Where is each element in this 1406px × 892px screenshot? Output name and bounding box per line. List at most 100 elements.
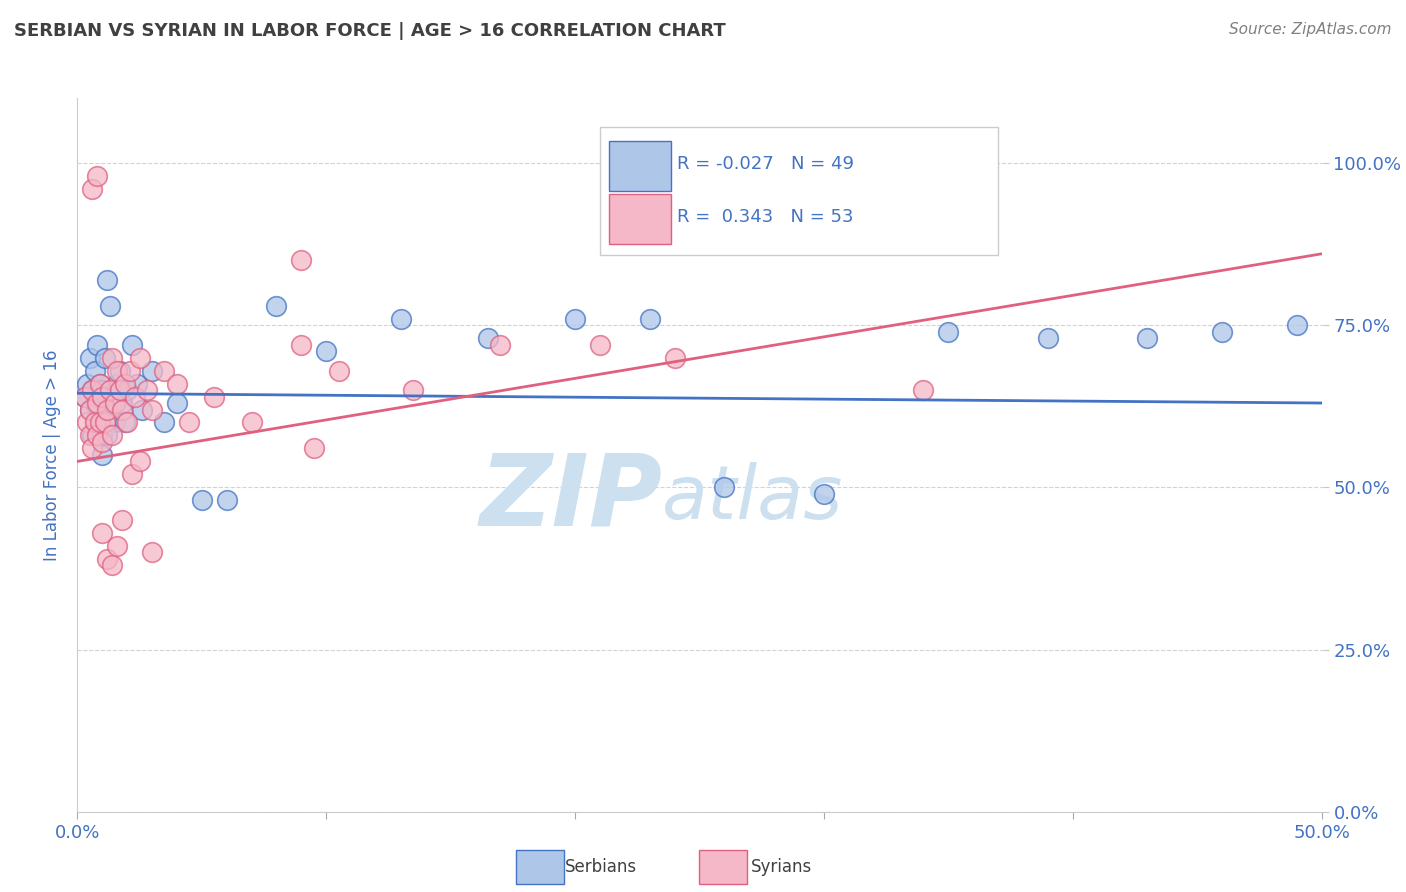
Text: SERBIAN VS SYRIAN IN LABOR FORCE | AGE > 16 CORRELATION CHART: SERBIAN VS SYRIAN IN LABOR FORCE | AGE >… xyxy=(14,22,725,40)
Point xyxy=(82,428,104,442)
FancyBboxPatch shape xyxy=(609,194,671,244)
Point xyxy=(141,545,163,559)
Point xyxy=(141,363,163,377)
Text: ZIP: ZIP xyxy=(479,450,662,546)
Point xyxy=(89,376,111,391)
Point xyxy=(111,402,134,417)
Point xyxy=(79,402,101,417)
Point xyxy=(1036,331,1059,345)
Point xyxy=(101,351,124,365)
Point xyxy=(76,416,98,430)
Point xyxy=(131,402,153,417)
Point xyxy=(489,337,512,351)
Point xyxy=(202,390,225,404)
Point xyxy=(93,351,115,365)
Point xyxy=(564,311,586,326)
Point xyxy=(101,396,124,410)
Point xyxy=(73,390,96,404)
Point xyxy=(96,551,118,566)
Point xyxy=(79,402,101,417)
Point xyxy=(153,416,176,430)
Point xyxy=(215,493,238,508)
Point xyxy=(108,363,131,377)
Point xyxy=(96,428,118,442)
Point xyxy=(240,416,263,430)
Point xyxy=(115,383,138,397)
Point xyxy=(1285,318,1308,333)
Point xyxy=(105,539,128,553)
Point xyxy=(91,390,114,404)
Point xyxy=(105,376,128,391)
Point xyxy=(290,253,312,268)
Point xyxy=(89,376,111,391)
Point xyxy=(121,467,143,482)
Point xyxy=(179,416,201,430)
Y-axis label: In Labor Force | Age > 16: In Labor Force | Age > 16 xyxy=(44,349,62,561)
Point xyxy=(101,428,124,442)
Text: R =  0.343   N = 53: R = 0.343 N = 53 xyxy=(678,209,853,227)
Point xyxy=(124,390,146,404)
Text: Source: ZipAtlas.com: Source: ZipAtlas.com xyxy=(1229,22,1392,37)
Point xyxy=(86,428,108,442)
Point xyxy=(89,416,111,430)
Text: Syrians: Syrians xyxy=(751,858,813,876)
Bar xyxy=(600,127,998,255)
Point xyxy=(96,273,118,287)
Point xyxy=(115,416,138,430)
Point xyxy=(166,376,188,391)
Point xyxy=(76,376,98,391)
Point xyxy=(912,383,935,397)
Point xyxy=(91,525,114,540)
Point xyxy=(82,442,104,456)
Point xyxy=(91,428,114,442)
Text: atlas: atlas xyxy=(662,462,844,533)
Point xyxy=(105,363,128,377)
Point xyxy=(114,376,136,391)
Point xyxy=(93,416,115,430)
Point xyxy=(86,396,108,410)
Point xyxy=(118,363,141,377)
Point xyxy=(86,337,108,351)
Point xyxy=(73,390,96,404)
Point xyxy=(104,396,127,410)
Point xyxy=(589,337,612,351)
Point xyxy=(266,299,288,313)
Point xyxy=(121,337,143,351)
Point xyxy=(83,363,105,377)
Point xyxy=(938,325,960,339)
Point xyxy=(86,390,108,404)
Point xyxy=(104,416,127,430)
Point xyxy=(328,363,350,377)
Point xyxy=(79,428,101,442)
Point xyxy=(89,416,111,430)
Point xyxy=(82,383,104,397)
Point xyxy=(101,558,124,573)
Point xyxy=(713,480,735,494)
Point xyxy=(98,383,121,397)
Point xyxy=(153,363,176,377)
Text: R = -0.027   N = 49: R = -0.027 N = 49 xyxy=(678,155,853,173)
Point xyxy=(96,390,118,404)
Point xyxy=(315,344,337,359)
Point xyxy=(83,396,105,410)
Point xyxy=(111,513,134,527)
Point xyxy=(477,331,499,345)
Point xyxy=(128,454,150,468)
Point xyxy=(191,493,214,508)
Point xyxy=(108,383,131,397)
Point xyxy=(91,434,114,449)
Point xyxy=(114,416,136,430)
Point xyxy=(111,396,134,410)
Point xyxy=(91,383,114,397)
FancyBboxPatch shape xyxy=(609,141,671,191)
Text: Serbians: Serbians xyxy=(565,858,637,876)
Point xyxy=(91,448,114,462)
Point xyxy=(1211,325,1233,339)
Point xyxy=(166,396,188,410)
Point xyxy=(83,416,105,430)
Point xyxy=(86,169,108,183)
Point xyxy=(638,311,661,326)
Point xyxy=(813,487,835,501)
Point xyxy=(402,383,425,397)
Point xyxy=(290,337,312,351)
